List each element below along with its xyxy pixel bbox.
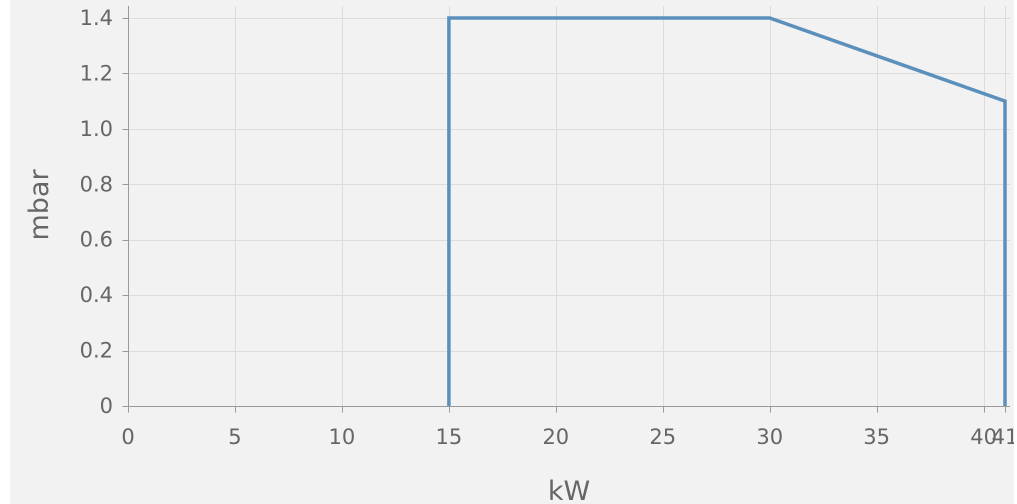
x-tick-label: 10 [329, 425, 356, 449]
y-tick-label: 0.6 [80, 228, 113, 252]
x-gridlines [235, 6, 1006, 406]
y-tick-label: 0.8 [80, 172, 113, 196]
x-axis-title: kW [548, 476, 590, 504]
series-layer [447, 16, 1007, 406]
y-tick-label: 0.4 [80, 283, 113, 307]
y-tick-label: 1.0 [80, 117, 113, 141]
y-tick-label: 1.4 [80, 6, 113, 30]
x-tick-label: 0 [121, 425, 134, 449]
x-tick-label: 41 [992, 425, 1014, 449]
y-axis-ticks: 0 0.2 0.4 0.6 0.8 1.0 1.2 1.4 [80, 6, 129, 418]
chart-area: 0 5 10 15 20 25 30 35 40 41 0 0.2 0.4 0.6 0.8 1.0 1.2 1.… [10, 0, 1014, 504]
series-line [447, 16, 1007, 406]
x-tick-label: 25 [649, 425, 676, 449]
x-tick-label: 40 [970, 425, 997, 449]
x-tick-label: 5 [228, 425, 241, 449]
y-tick-label: 1.2 [80, 61, 113, 85]
y-axis-title: mbar [24, 169, 55, 241]
y-tick-label: 0.2 [80, 339, 113, 363]
x-tick-label: 20 [542, 425, 569, 449]
x-tick-label: 30 [756, 425, 783, 449]
y-gridlines [128, 18, 1010, 352]
x-tick-label: 35 [863, 425, 890, 449]
axes [128, 6, 1010, 407]
x-tick-label: 15 [435, 425, 462, 449]
y-tick-label: 0 [100, 394, 113, 418]
